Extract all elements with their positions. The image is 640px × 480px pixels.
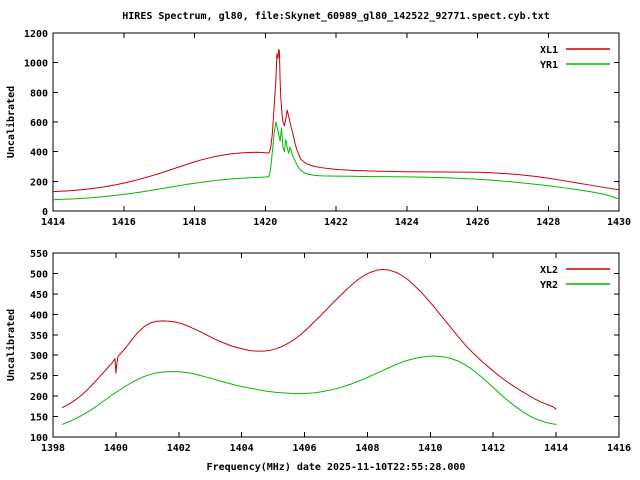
- legend-label-YR2: YR2: [540, 280, 558, 291]
- x-tick-label: 1430: [607, 217, 631, 228]
- y-tick-label: 250: [30, 372, 48, 383]
- y-tick-label: 800: [30, 88, 48, 99]
- y-tick-label: 450: [30, 290, 48, 301]
- x-tick-label: 1424: [395, 217, 419, 228]
- y-tick-label: 350: [30, 331, 48, 342]
- legend-label-XL1: XL1: [540, 45, 558, 56]
- y-tick-label: 100: [30, 433, 48, 444]
- plot-panel-bottom-panel: 1398 1400 1402 1404 1406 1408 1410 1412 1414 1416…: [5, 249, 631, 473]
- y-tick-label: 500: [30, 269, 48, 280]
- y-tick-label: 300: [30, 351, 48, 362]
- y-tick-label: 200: [30, 177, 48, 188]
- x-tick-label: 1414: [544, 443, 568, 454]
- y-tick-label: 400: [30, 148, 48, 159]
- x-tick-label: 1400: [104, 443, 128, 454]
- x-tick-label: 1410: [418, 443, 442, 454]
- x-tick-label: 1418: [182, 217, 206, 228]
- x-tick-label: 1402: [167, 443, 191, 454]
- y-tick-label: 200: [30, 392, 48, 403]
- series-line-YR1: [53, 121, 619, 201]
- x-tick-label: 1408: [355, 443, 379, 454]
- series-line-XL1: [53, 48, 619, 193]
- y-tick-label: 150: [30, 413, 48, 424]
- plot-panel-top-panel: 1414 1416 1418 1420 1422 1424 1426 1428 1430 0 200…: [5, 10, 631, 228]
- x-tick-label: 1426: [465, 217, 489, 228]
- chart-title: HIRES Spectrum, gl80, file:Skynet_60989_…: [122, 10, 549, 22]
- y-tick-label: 600: [30, 118, 48, 129]
- x-tick-label: 1406: [293, 443, 317, 454]
- x-tick-label: 1398: [41, 443, 65, 454]
- y-tick-label: 1000: [24, 59, 48, 70]
- series-line-YR2: [61, 355, 557, 425]
- y-tick-label: 550: [30, 249, 48, 260]
- y-axis-label: Uncalibrated: [5, 309, 17, 381]
- x-tick-label: 1416: [607, 443, 631, 454]
- y-axis-label: Uncalibrated: [5, 86, 17, 158]
- x-axis-label: Frequency(MHz) date 2025-11-10T22:55:28.…: [207, 462, 466, 473]
- x-tick-label: 1412: [481, 443, 505, 454]
- y-tick-label: 400: [30, 310, 48, 321]
- x-tick-label: 1422: [324, 217, 348, 228]
- series-line-XL2: [61, 268, 557, 410]
- x-tick-label: 1414: [41, 217, 65, 228]
- legend-label-YR1: YR1: [540, 60, 558, 71]
- x-tick-label: 1428: [536, 217, 560, 228]
- x-tick-label: 1416: [112, 217, 136, 228]
- legend-label-XL2: XL2: [540, 265, 558, 276]
- y-tick-label: 1200: [24, 29, 48, 40]
- plot-frame: [52, 252, 620, 438]
- x-tick-label: 1404: [230, 443, 254, 454]
- y-tick-label: 0: [42, 207, 48, 218]
- x-tick-label: 1420: [253, 217, 277, 228]
